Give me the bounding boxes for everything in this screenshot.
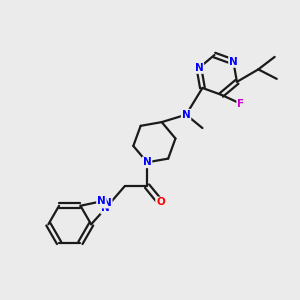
Text: F: F [237, 99, 244, 109]
Text: N: N [103, 198, 112, 208]
Text: N: N [97, 196, 106, 206]
Text: N: N [101, 203, 110, 213]
Text: N: N [229, 57, 238, 67]
Text: O: O [156, 197, 165, 208]
Text: N: N [195, 63, 203, 73]
Text: N: N [182, 110, 190, 120]
Text: N: N [143, 157, 152, 167]
